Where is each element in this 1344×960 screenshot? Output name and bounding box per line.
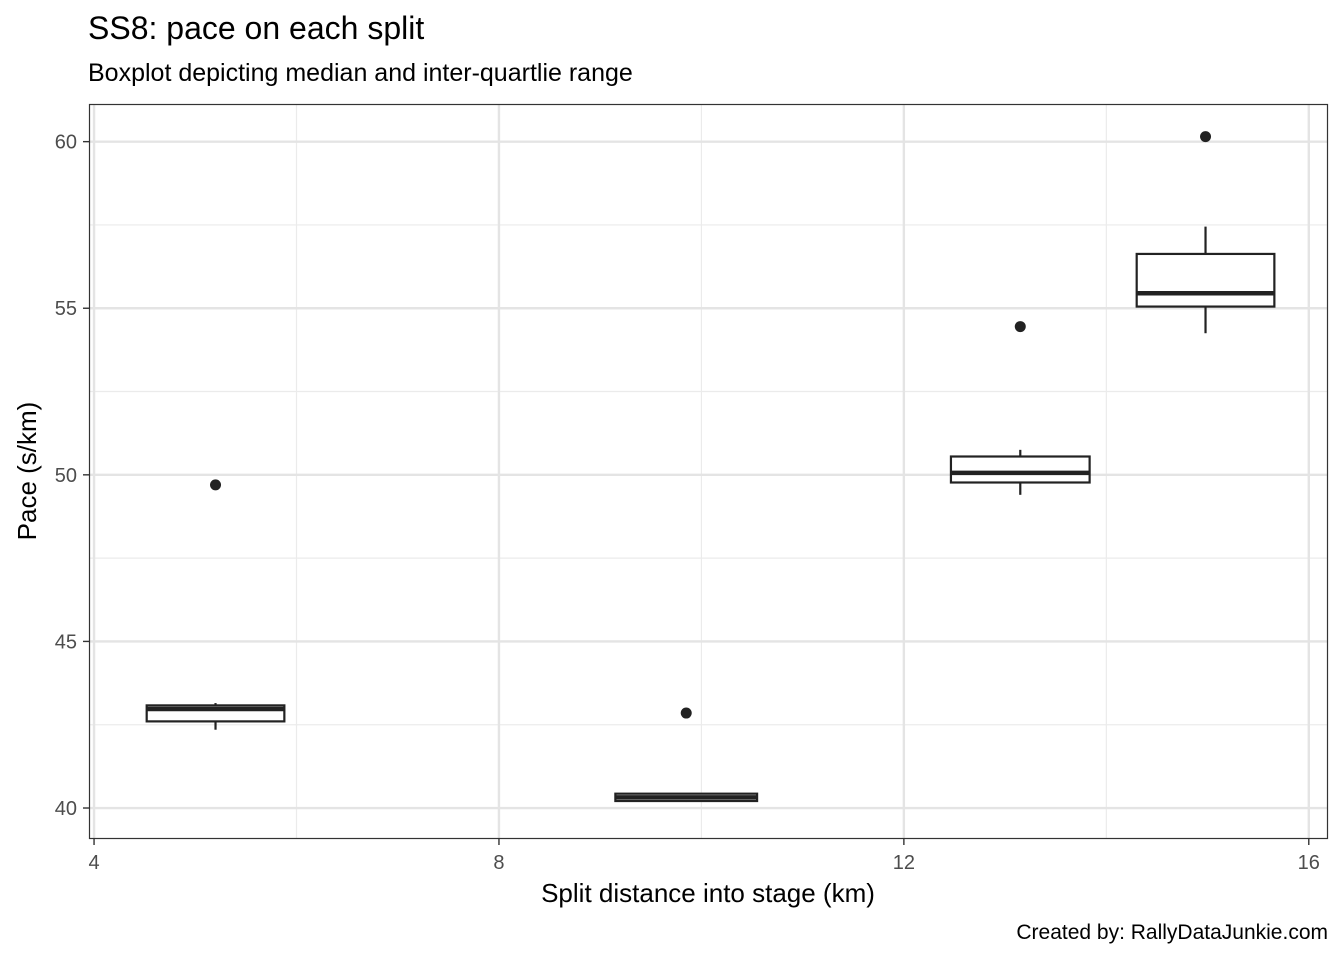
outlier-point xyxy=(680,707,692,719)
y-tick-label: 55 xyxy=(55,298,77,320)
chart-title: SS8: pace on each split xyxy=(88,10,425,46)
outlier-point xyxy=(210,479,222,491)
outlier-point xyxy=(1200,131,1212,143)
y-axis-title: Pace (s/km) xyxy=(12,402,42,541)
boxplot xyxy=(145,479,286,730)
x-tick-label: 12 xyxy=(893,852,915,874)
chart-subtitle: Boxplot depicting median and inter-quart… xyxy=(88,59,633,87)
iqr-box xyxy=(949,455,1091,484)
y-tick-label: 40 xyxy=(55,798,77,820)
x-tick-label: 4 xyxy=(88,852,99,874)
panel-border xyxy=(88,103,1329,840)
boxplot xyxy=(1135,131,1276,334)
x-tick-label: 8 xyxy=(493,852,504,874)
x-tick-label: 16 xyxy=(1298,852,1320,874)
chart-caption: Created by: RallyDataJunkie.com xyxy=(1016,921,1328,944)
boxplot xyxy=(949,321,1091,495)
y-tick-label: 45 xyxy=(55,631,77,653)
iqr-box xyxy=(1135,252,1276,308)
x-axis-title: Split distance into stage (km) xyxy=(541,878,875,908)
grid-lines xyxy=(90,105,1327,838)
y-tick-label: 60 xyxy=(55,132,77,154)
y-tick-label: 50 xyxy=(55,465,77,487)
boxplot xyxy=(614,707,759,803)
boxplot-series xyxy=(145,131,1276,803)
axes: 4 8 12 16 40 45 50 55 60 xyxy=(55,132,1320,874)
outlier-point xyxy=(1014,321,1026,333)
